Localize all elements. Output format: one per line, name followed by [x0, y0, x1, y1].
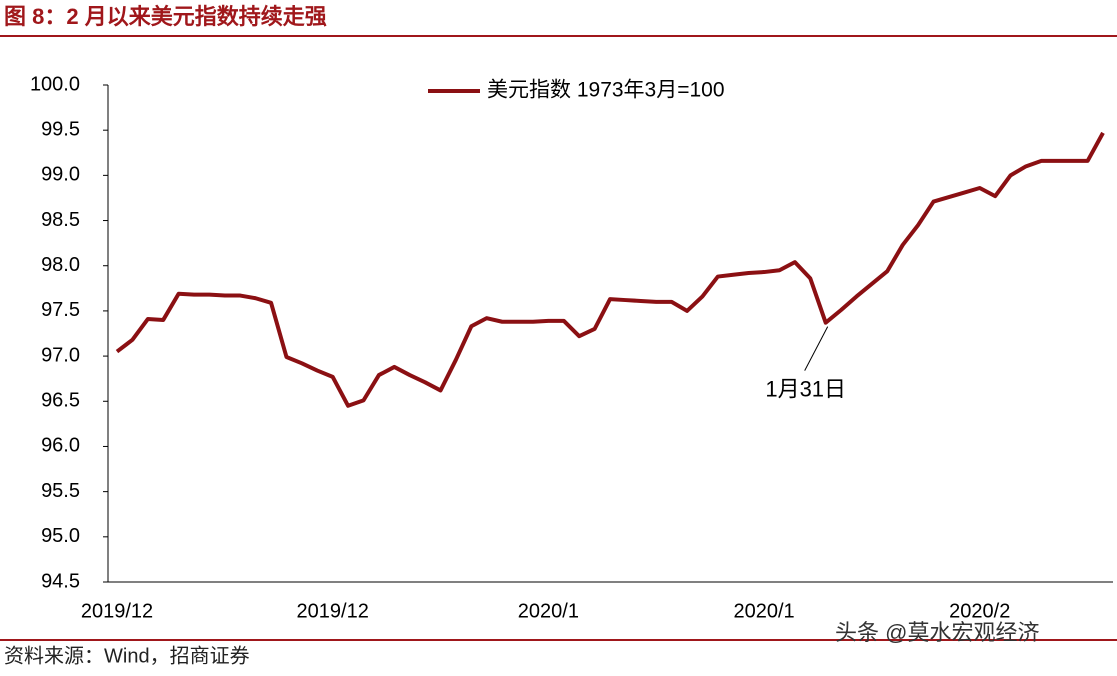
y-tick-label: 97.0	[41, 344, 80, 366]
y-tick-label: 98.0	[41, 254, 80, 276]
x-tick-label: 2019/12	[297, 600, 369, 622]
y-tick-label: 100.0	[30, 73, 80, 95]
y-tick-label: 96.5	[41, 390, 80, 412]
x-tick-label: 2020/1	[518, 600, 579, 622]
title: 图 8：2 月以来美元指数持续走强	[4, 4, 327, 29]
y-tick-label: 96.0	[41, 435, 80, 457]
watermark: 头条 @莫水宏观经济	[835, 620, 1039, 645]
annotation: 1月31日	[765, 376, 846, 401]
x-tick-label: 2019/12	[81, 600, 153, 622]
legend-label: 美元指数 1973年3月=100	[487, 79, 725, 102]
y-tick-label: 95.0	[41, 525, 80, 547]
y-tick-label: 95.5	[41, 480, 80, 502]
y-tick-label: 94.5	[41, 570, 80, 592]
source: 资料来源：Wind，招商证券	[4, 644, 250, 667]
y-tick-label: 99.5	[41, 118, 80, 140]
y-tick-label: 98.5	[41, 209, 80, 231]
y-tick-label: 97.5	[41, 299, 80, 321]
annotation-leader	[804, 326, 829, 371]
y-tick-label: 99.0	[41, 164, 80, 186]
line-series	[115, 131, 1105, 408]
x-tick-label: 2020/2	[949, 600, 1010, 622]
x-tick-label: 2020/1	[733, 600, 794, 622]
